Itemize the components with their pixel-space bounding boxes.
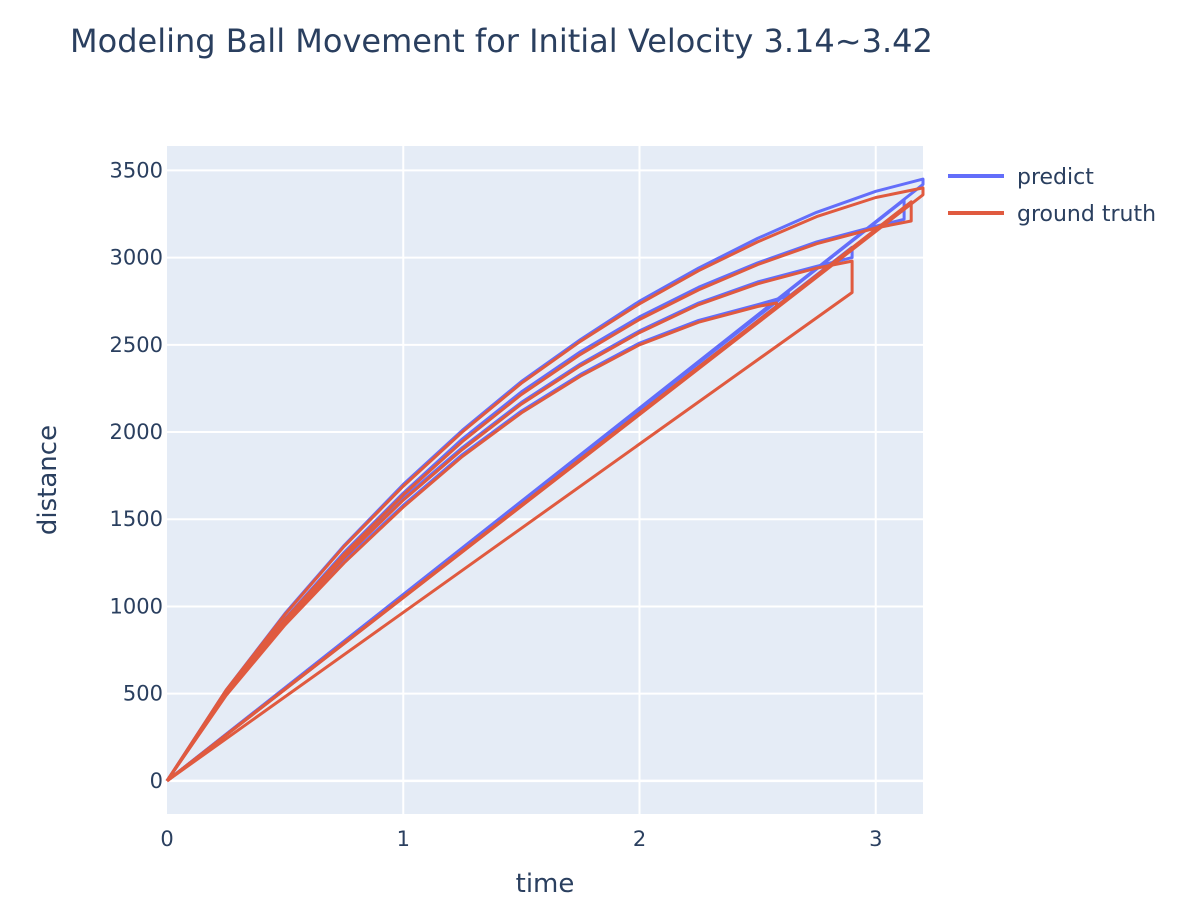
x-tick-label: 2 [633,827,646,851]
y-tick-label: 0 [150,769,163,793]
legend: predict ground truth [948,165,1156,227]
y-tick-label: 2500 [110,333,163,357]
x-axis-ticks: 0 1 2 3 [160,827,882,851]
legend-label-ground-truth: ground truth [1017,202,1156,227]
y-tick-label: 500 [123,682,163,706]
x-axis-label: time [516,869,575,899]
y-tick-label: 3500 [110,158,163,182]
y-axis-ticks: 0 500 1000 1500 2000 2500 3000 3500 [110,158,163,792]
y-tick-label: 2000 [110,420,163,444]
y-tick-label: 1000 [110,594,163,618]
legend-label-predict: predict [1017,165,1094,190]
x-tick-label: 0 [160,827,173,851]
y-axis-label: distance [33,425,63,535]
y-tick-label: 3000 [110,246,163,270]
x-tick-label: 3 [869,827,882,851]
legend-item-predict[interactable]: predict [948,165,1094,190]
chart-title: Modeling Ball Movement for Initial Veloc… [70,22,933,60]
y-tick-label: 1500 [110,507,163,531]
x-tick-label: 1 [397,827,410,851]
legend-item-ground-truth[interactable]: ground truth [948,202,1156,227]
